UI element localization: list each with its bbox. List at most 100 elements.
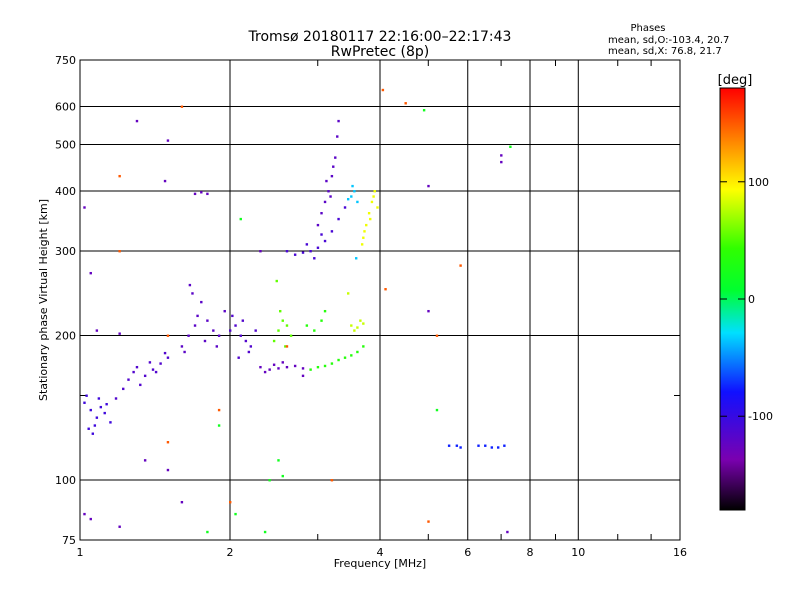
data-point [118, 525, 121, 528]
data-point [234, 324, 237, 327]
data-point [95, 329, 99, 332]
data-point [367, 212, 371, 215]
data-point [239, 334, 242, 337]
data-point [435, 334, 439, 337]
data-point [336, 135, 339, 138]
data-point [356, 200, 359, 204]
data-point [231, 314, 234, 318]
data-point [166, 441, 170, 444]
data-point [496, 446, 500, 449]
data-point [151, 368, 155, 371]
data-point [293, 253, 297, 256]
data-point [313, 257, 316, 260]
data-point [370, 200, 374, 204]
data-point [212, 329, 215, 332]
data-point [247, 350, 251, 354]
data-point [114, 397, 118, 400]
data-point [215, 345, 219, 348]
data-point [316, 365, 320, 369]
data-point [353, 190, 356, 193]
data-point [188, 283, 192, 287]
data-point [384, 288, 387, 291]
data-point [277, 367, 280, 370]
data-point [217, 334, 221, 337]
x-tick-label: 2 [227, 546, 234, 559]
data-point [279, 309, 282, 313]
data-point [206, 319, 209, 322]
data-point [330, 479, 334, 482]
data-point [484, 444, 487, 447]
data-point [166, 139, 170, 142]
data-point [350, 324, 353, 327]
data-point [477, 444, 480, 447]
data-point [249, 345, 253, 348]
data-point [163, 351, 167, 355]
data-point [323, 364, 327, 368]
data-point [166, 334, 170, 337]
data-point [135, 119, 139, 123]
stats-heading: Phases [630, 23, 665, 34]
colorbar-tick-label: -100 [748, 410, 773, 423]
data-point [105, 403, 108, 406]
grid-lines [80, 60, 680, 540]
data-point [193, 192, 197, 196]
data-point [459, 264, 462, 267]
data-point [277, 329, 280, 332]
data-point [229, 329, 232, 332]
chart-title: Tromsø 20180117 22:16:00–22:17:43 [248, 29, 512, 45]
data-point [109, 421, 112, 424]
data-point [91, 432, 95, 435]
data-point [435, 408, 439, 412]
data-point [237, 356, 240, 359]
data-point [180, 345, 184, 348]
data-point [373, 190, 376, 193]
data-point [301, 367, 305, 370]
data-point [284, 345, 287, 348]
data-point [356, 350, 359, 354]
data-point [372, 195, 375, 198]
data-point [118, 250, 121, 253]
data-point [427, 309, 430, 313]
x-tick-label: 16 [673, 546, 687, 559]
data-point [360, 243, 364, 246]
data-point [122, 387, 125, 391]
data-point [356, 326, 359, 329]
chart-subtitle: RwPretec (8p) [331, 44, 429, 60]
y-tick-label: 600 [55, 101, 76, 114]
data-point [500, 154, 503, 157]
data-point [163, 179, 167, 183]
data-point [85, 394, 88, 397]
y-axis-ticks: 75 100 200 300 400 500 600 750 [55, 54, 76, 547]
colorbar-tick-label: 100 [748, 176, 769, 189]
data-point [351, 184, 354, 188]
data-point [320, 233, 323, 236]
data-point [455, 444, 459, 447]
data-point [217, 408, 221, 412]
data-point [223, 309, 226, 313]
colorbar-tick-label: 0 [748, 293, 755, 306]
data-point [193, 324, 197, 327]
data-point [135, 365, 139, 369]
data-point [350, 354, 353, 357]
y-tick-label: 500 [55, 139, 76, 152]
data-point [263, 370, 267, 374]
data-point [83, 512, 86, 516]
data-point [89, 408, 92, 412]
data-point [180, 105, 184, 108]
data-point [346, 292, 350, 295]
data-point [362, 236, 365, 239]
data-point [268, 368, 271, 371]
data-point [148, 361, 152, 364]
data-points [83, 88, 512, 534]
data-point [191, 292, 194, 295]
data-point [293, 364, 297, 368]
data-point [346, 198, 350, 201]
data-point [362, 345, 365, 348]
data-point [89, 517, 92, 521]
y-tick-label: 300 [55, 245, 76, 258]
data-point [316, 246, 320, 249]
data-point [330, 174, 334, 178]
data-point [285, 250, 289, 253]
data-point [359, 319, 362, 322]
